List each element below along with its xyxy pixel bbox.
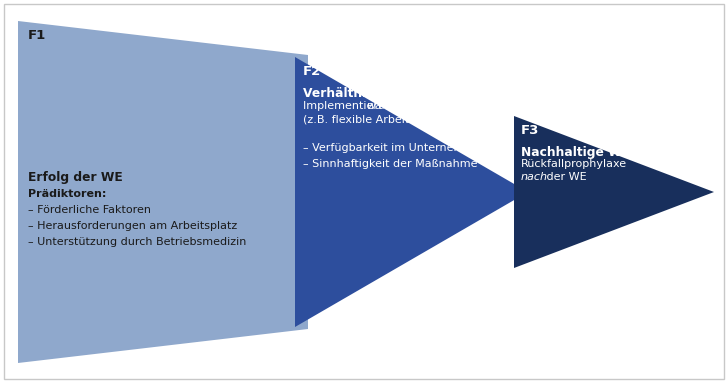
Text: Rückfallprophylaxe: Rückfallprophylaxe	[521, 159, 627, 169]
Text: Prädiktoren:: Prädiktoren:	[28, 189, 106, 199]
Text: der WE: der WE	[543, 172, 587, 182]
Text: – Sinnhaftigkeit der Maßnahme: – Sinnhaftigkeit der Maßnahme	[303, 159, 478, 169]
Text: F2: F2	[303, 65, 321, 78]
Text: nach: nach	[521, 172, 548, 182]
Text: F1: F1	[28, 29, 47, 42]
Text: Nachhaltige WE-Maßnahmen: Nachhaltige WE-Maßnahmen	[521, 146, 720, 159]
Text: Implementiert: Implementiert	[303, 101, 386, 111]
Text: F3: F3	[521, 124, 539, 137]
Text: der WE: der WE	[403, 101, 446, 111]
Polygon shape	[295, 57, 528, 327]
Text: – Förderliche Faktoren: – Förderliche Faktoren	[28, 205, 151, 215]
Text: – Unterstützung durch Betriebsmedizin: – Unterstützung durch Betriebsmedizin	[28, 237, 246, 247]
Polygon shape	[18, 21, 308, 363]
Text: Verhältnispräventive Maßnahmen: Verhältnispräventive Maßnahmen	[303, 87, 537, 100]
Text: – Herausforderungen am Arbeitsplatz: – Herausforderungen am Arbeitsplatz	[28, 221, 237, 231]
Text: (z.B. flexible Arbeitszeiten): (z.B. flexible Arbeitszeiten)	[303, 114, 454, 124]
Text: Erfolg der WE: Erfolg der WE	[28, 171, 123, 184]
Text: – Verfügbarkeit im Unternehmen: – Verfügbarkeit im Unternehmen	[303, 143, 486, 153]
Text: während: während	[366, 101, 415, 111]
Polygon shape	[514, 116, 714, 268]
